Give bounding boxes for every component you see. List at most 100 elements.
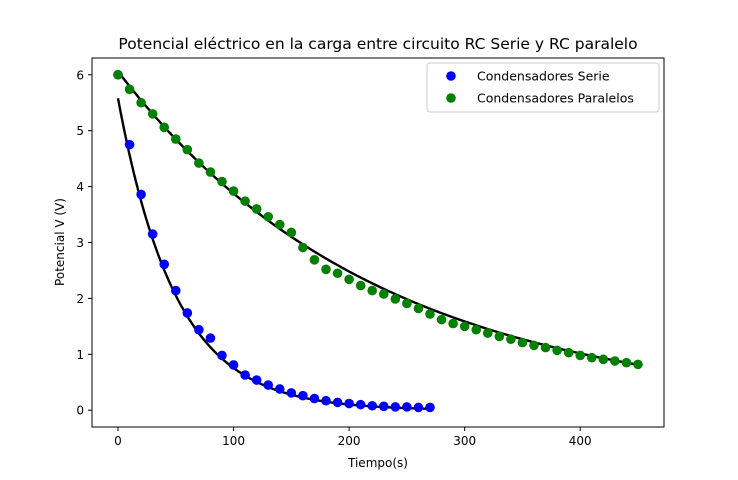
data-point xyxy=(482,328,493,338)
data-point xyxy=(610,356,620,366)
y-tick-label: 2 xyxy=(76,292,84,306)
data-point xyxy=(598,354,609,365)
data-point xyxy=(471,324,482,335)
data-point xyxy=(228,360,239,370)
data-point xyxy=(332,268,343,279)
data-point xyxy=(378,289,389,299)
fit-lines xyxy=(116,70,639,411)
x-tick-label: 400 xyxy=(569,434,592,448)
y-tick-label: 1 xyxy=(76,348,84,362)
y-tick-label: 5 xyxy=(76,124,84,138)
data-point xyxy=(344,398,354,409)
data-point xyxy=(367,400,378,411)
data-point xyxy=(159,259,170,270)
data-point xyxy=(309,255,320,265)
legend-box xyxy=(426,62,660,113)
data-point xyxy=(448,318,458,329)
data-point xyxy=(205,167,216,177)
data-point xyxy=(113,69,123,80)
data-point xyxy=(136,97,146,108)
data-point xyxy=(182,308,193,318)
data-point xyxy=(263,211,274,222)
data-point xyxy=(170,285,181,296)
data-point xyxy=(298,242,308,253)
data-point xyxy=(228,186,239,196)
data-point xyxy=(159,122,170,133)
data-points xyxy=(113,69,643,413)
data-point xyxy=(552,345,562,356)
y-axis-label: Potencial V (V) xyxy=(53,198,67,286)
data-point xyxy=(136,189,146,200)
data-point xyxy=(344,274,354,285)
data-point xyxy=(355,280,366,291)
data-point xyxy=(182,144,193,155)
data-point xyxy=(425,309,435,319)
data-point xyxy=(309,393,320,404)
data-point xyxy=(286,388,297,398)
data-point xyxy=(251,375,262,385)
data-point xyxy=(459,321,470,332)
data-point xyxy=(425,402,435,413)
y-tick-label: 6 xyxy=(76,68,84,82)
data-point xyxy=(240,370,250,380)
data-point xyxy=(378,401,389,412)
data-point xyxy=(586,352,597,363)
data-point xyxy=(517,337,528,348)
data-point xyxy=(124,84,135,95)
data-point xyxy=(402,298,412,309)
data-point xyxy=(332,397,343,408)
data-point xyxy=(217,350,227,361)
fit-line-1 xyxy=(117,70,639,366)
data-point xyxy=(529,340,539,351)
data-point xyxy=(286,227,297,238)
fit-line-0 xyxy=(116,98,431,411)
x-tick-label: 100 xyxy=(222,434,245,448)
data-point xyxy=(321,395,331,406)
legend-label-serie: Condensadores Serie xyxy=(477,69,610,84)
series-1 xyxy=(113,69,643,370)
data-point xyxy=(355,399,366,410)
data-point xyxy=(205,333,216,343)
data-point xyxy=(124,139,135,150)
data-point xyxy=(563,347,574,358)
x-axis-ticks: 0 100 200 300 400 xyxy=(114,427,592,448)
y-axis-ticks: 0 1 2 3 4 5 6 xyxy=(76,68,92,418)
data-point xyxy=(436,314,447,325)
data-point xyxy=(575,350,586,361)
data-point xyxy=(194,158,204,168)
data-point xyxy=(274,384,285,394)
data-point xyxy=(321,264,331,275)
x-axis-label: Tiempo(s) xyxy=(347,456,408,470)
data-point xyxy=(506,334,516,345)
legend-marker-serie xyxy=(446,71,456,81)
plot-frame xyxy=(91,57,665,428)
data-point xyxy=(147,109,158,119)
data-point xyxy=(413,402,424,413)
series-0 xyxy=(113,69,435,413)
data-point xyxy=(367,285,378,296)
data-point xyxy=(413,303,424,314)
data-point xyxy=(217,176,227,187)
data-point xyxy=(263,380,274,390)
data-point xyxy=(390,402,401,412)
data-point xyxy=(390,294,401,304)
y-tick-label: 4 xyxy=(76,180,84,194)
legend-label-paralelos: Condensadores Paralelos xyxy=(477,91,634,106)
plot-area xyxy=(91,57,665,428)
data-point xyxy=(274,219,285,230)
x-tick-label: 300 xyxy=(453,434,476,448)
data-point xyxy=(494,331,505,342)
legend: Condensadores Serie Condensadores Parale… xyxy=(426,62,660,113)
data-point xyxy=(402,402,412,412)
data-point xyxy=(633,359,643,370)
data-point xyxy=(251,204,262,214)
data-point xyxy=(298,390,308,401)
chart-title: Potencial eléctrico en la carga entre ci… xyxy=(118,35,637,53)
data-point xyxy=(147,229,158,239)
data-point xyxy=(540,342,551,353)
data-point xyxy=(170,134,181,144)
y-tick-label: 3 xyxy=(76,236,84,250)
x-tick-label: 0 xyxy=(114,434,122,448)
x-tick-label: 200 xyxy=(338,434,361,448)
